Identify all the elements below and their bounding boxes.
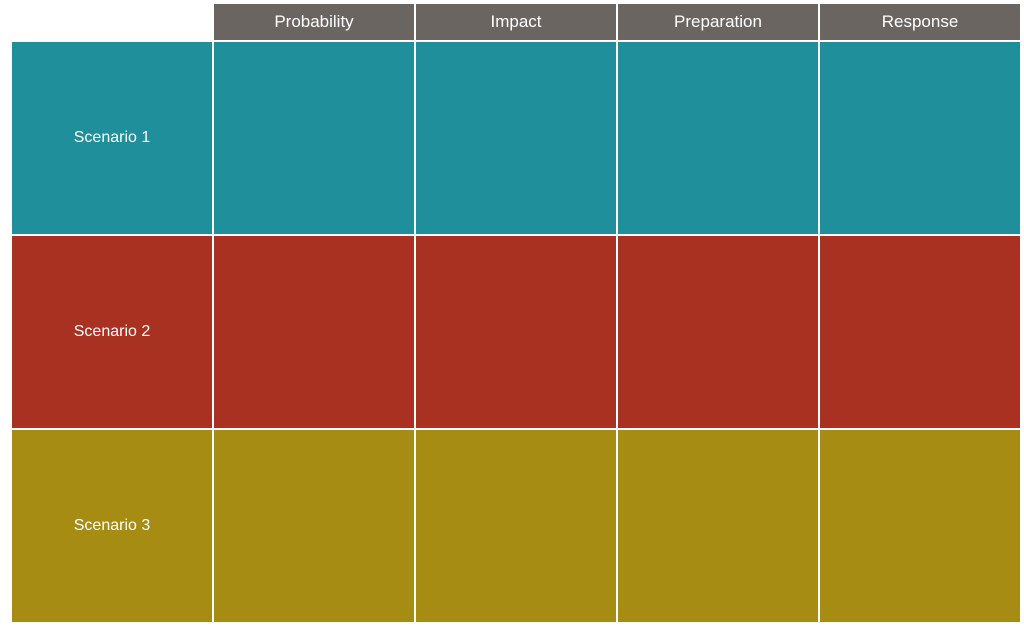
cell-scenario-3-response [820, 430, 1020, 622]
cell-scenario-3-impact [416, 430, 616, 622]
row-header-scenario-2: Scenario 2 [12, 236, 212, 428]
row-header-scenario-3: Scenario 3 [12, 430, 212, 622]
cell-scenario-3-probability [214, 430, 414, 622]
cell-scenario-1-probability [214, 42, 414, 234]
col-header-impact: Impact [416, 4, 616, 40]
scenario-matrix: ProbabilityImpactPreparationResponse Scen… [12, 4, 1020, 626]
col-header-probability: Probability [214, 4, 414, 40]
cell-scenario-2-impact [416, 236, 616, 428]
cell-scenario-3-preparation [618, 430, 818, 622]
cell-scenario-2-response [820, 236, 1020, 428]
cell-scenario-1-response [820, 42, 1020, 234]
row-header-scenario-1: Scenario 1 [12, 42, 212, 234]
cell-scenario-1-impact [416, 42, 616, 234]
col-header-response: Response [820, 4, 1020, 40]
cell-scenario-1-preparation [618, 42, 818, 234]
col-header-preparation: Preparation [618, 4, 818, 40]
matrix-corner [12, 4, 212, 40]
cell-scenario-2-preparation [618, 236, 818, 428]
cell-scenario-2-probability [214, 236, 414, 428]
